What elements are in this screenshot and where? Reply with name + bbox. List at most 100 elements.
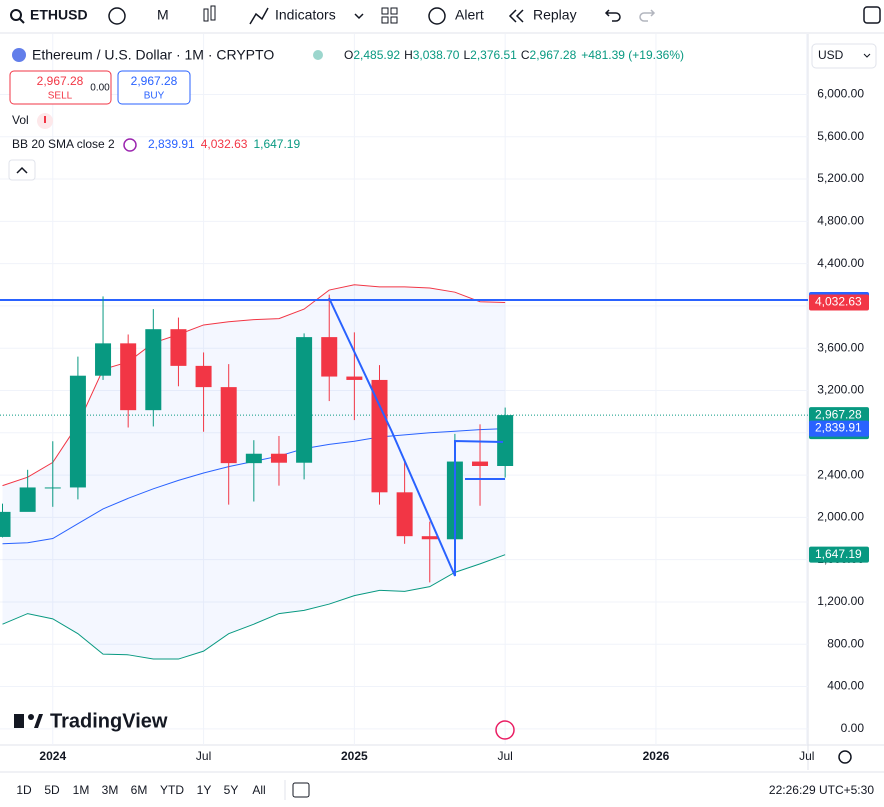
logo: ⁠ TradingView [14, 710, 168, 732]
replay-icon [508, 9, 517, 23]
candle-body [19, 487, 36, 512]
replay-icon [515, 9, 524, 23]
ohlc-values: O2,485.92 H3,038.70 L2,376.51 C2,967.28 +481… [344, 48, 684, 62]
y-tick-label: 6,000.00 [817, 87, 864, 101]
ohlc-key: C [521, 48, 530, 62]
candle-body [472, 461, 489, 466]
candle-body [497, 415, 514, 467]
ohlc-key: O [344, 48, 353, 62]
candle-body [220, 387, 237, 464]
candle-body [145, 329, 162, 411]
collapse-icon [16, 166, 28, 174]
redo[interactable] [639, 9, 656, 22]
candle-body [69, 375, 86, 488]
candle-body [296, 337, 313, 463]
search-icon [19, 18, 25, 24]
ohlc-key: L [463, 48, 470, 62]
date-range-icon[interactable] [292, 782, 310, 798]
y-tick-label: 400.00 [827, 679, 864, 693]
indicators-icon [249, 7, 269, 25]
ohlc-value: 2,485.92 [353, 48, 400, 62]
trend-line[interactable] [328, 297, 504, 577]
candle-body [245, 453, 262, 464]
candle-body [195, 365, 212, 388]
bb-value: 4,032.63 [201, 137, 248, 151]
change: +481.39 (+19.36%) [581, 48, 684, 62]
toolbar: ETHUSD M Indicators Alert Replay [0, 5, 884, 34]
chart-type-icon[interactable] [203, 8, 209, 22]
candle-body [0, 511, 11, 537]
add-symbol[interactable] [108, 7, 126, 25]
range-button[interactable]: 3M [102, 783, 119, 797]
clock: 22:26:29 UTC+5:30 [769, 783, 874, 797]
search-icon[interactable] [10, 9, 22, 21]
sell-button[interactable] [9, 70, 112, 105]
vol-indicator[interactable]: Vol [12, 113, 29, 127]
dropdown[interactable] [354, 13, 364, 20]
price-badge [809, 546, 869, 563]
candle-body [170, 329, 187, 366]
currency: USD [818, 48, 844, 62]
interval[interactable]: M [157, 7, 169, 23]
symbol-title: Ethereum / U.S. Dollar · 1M · CRYPTO [32, 47, 274, 63]
range-button[interactable]: 1D [16, 783, 32, 797]
ohlc-value: 2,376.51 [470, 48, 517, 62]
y-tick-label: 4,800.00 [817, 214, 864, 228]
sell-price: 2,967.28 [37, 74, 84, 88]
y-tick-label: 800.00 [827, 636, 864, 650]
range-button[interactable]: 5Y [224, 783, 239, 797]
candle-body [120, 343, 137, 411]
logo-text: TradingView [50, 710, 168, 732]
range-button[interactable]: All [252, 783, 265, 797]
y-tick-label: 4,400.00 [817, 256, 864, 270]
fullscreen[interactable] [863, 6, 881, 24]
chart-type-icon [210, 5, 216, 21]
drawings [328, 297, 505, 577]
bb-value: 2,839.91 [148, 137, 195, 151]
x-tick-label: 2024 [39, 749, 66, 763]
buy-label: BUY [144, 91, 165, 102]
dropdown [863, 53, 871, 58]
y-tick-label: 0.00 [841, 721, 865, 735]
candle-body [44, 487, 61, 489]
range-button[interactable]: 5D [44, 783, 60, 797]
candle-body [421, 536, 438, 540]
band-line [2, 284, 506, 487]
range-button[interactable]: 1M [73, 783, 90, 797]
buy-button[interactable] [117, 70, 191, 105]
undo[interactable] [604, 9, 621, 22]
alert-icon [428, 7, 446, 25]
price-badge-label: 4,032.63 [815, 295, 862, 309]
symbol[interactable]: ETHUSD [30, 7, 88, 23]
price-badge-label: 1,647.19 [815, 547, 862, 561]
currency-select[interactable] [811, 43, 877, 69]
y-tick-label: 3,200.00 [817, 383, 864, 397]
event-icon[interactable] [495, 720, 515, 740]
range-button[interactable]: YTD [160, 783, 184, 797]
bb-indicator[interactable]: BB 20 SMA close 2 [12, 137, 115, 151]
bb-icon [123, 138, 137, 152]
collapse-legend[interactable] [8, 159, 36, 181]
candle-body [396, 492, 413, 537]
range-button[interactable]: 6M [131, 783, 148, 797]
indicators-button[interactable]: Indicators [275, 7, 336, 23]
y-tick-label: 1,200.00 [817, 594, 864, 608]
alert-button[interactable]: Alert [455, 7, 484, 23]
layout-icon[interactable] [381, 7, 398, 24]
y-tick-label: 2,000.00 [817, 510, 864, 524]
bb-values: 2,839.91 4,032.63 1,647.19 [148, 137, 300, 151]
y-tick-label: 2,400.00 [817, 467, 864, 481]
candle-body [346, 376, 363, 380]
y-tick-label: 3,600.00 [817, 340, 864, 354]
price-badge-label: 2,839.91 [815, 421, 862, 435]
sell-label: SELL [48, 91, 73, 102]
settings[interactable] [838, 750, 852, 764]
plot-area [0, 34, 808, 745]
range-button[interactable]: 1Y [197, 783, 212, 797]
x-tick-label: 2025 [341, 749, 368, 763]
x-tick-label: Jul [799, 749, 814, 763]
candle-body [371, 379, 388, 493]
replay-button[interactable]: Replay [533, 7, 577, 23]
x-tick-label: Jul [497, 749, 512, 763]
tv-mark [14, 714, 24, 728]
